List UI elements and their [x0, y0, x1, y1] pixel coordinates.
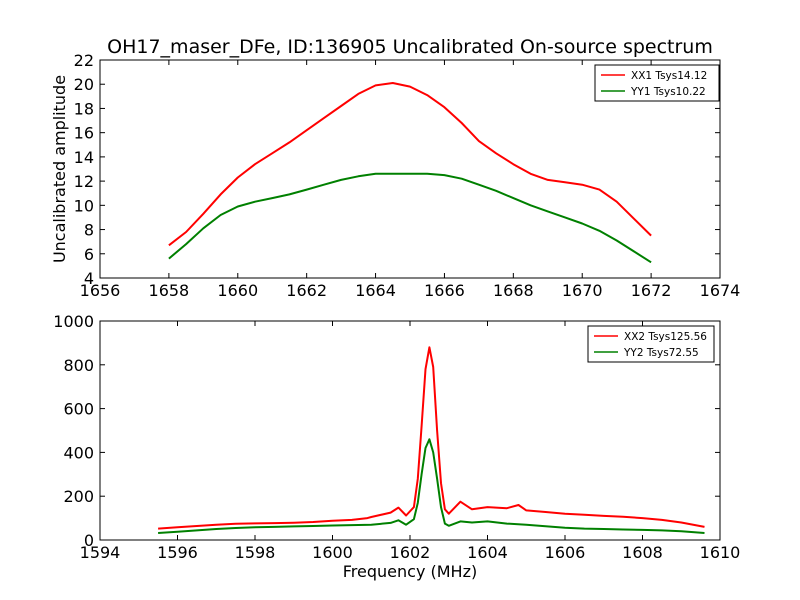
legend: XX1 Tsys14.12 YY1 Tsys10.22 [594, 64, 720, 102]
x-tick-label: 1656 [80, 281, 121, 300]
x-axis-label: Frequency (MHz) [343, 562, 477, 581]
x-tick-label: 1608 [622, 543, 663, 562]
y-tick-label: 1000 [53, 312, 94, 331]
y-tick-label: 20 [74, 75, 94, 94]
series-line-yy2 [158, 438, 705, 534]
plot-frame [99, 59, 721, 279]
y-tick-label: 22 [74, 51, 94, 70]
legend-entry: XX1 Tsys14.12 [631, 70, 707, 82]
y-tick-label: 16 [74, 124, 94, 143]
y-tick-label: 12 [74, 172, 94, 191]
x-tick-label: 1598 [235, 543, 276, 562]
x-tick-label: 1602 [390, 543, 431, 562]
x-tick-label: 1660 [217, 281, 258, 300]
x-tick-label: 1674 [700, 281, 741, 300]
y-tick-label: 200 [63, 487, 94, 506]
y-tick-label: 4 [84, 269, 94, 288]
legend-box [587, 325, 715, 363]
x-tick-label: 1610 [700, 543, 741, 562]
legend-entry: YY2 Tsys72.55 [623, 347, 699, 359]
x-tick-label: 1666 [424, 281, 465, 300]
x-tick-label: 1606 [545, 543, 586, 562]
legend: XX2 Tsys125.56 YY2 Tsys72.55 [587, 325, 715, 363]
x-tick-label: 1594 [80, 543, 121, 562]
y-tick-label: 10 [74, 196, 94, 215]
legend-entry: XX2 Tsys125.56 [624, 331, 707, 343]
x-tick-label: 1662 [286, 281, 327, 300]
y-tick-label: 18 [74, 99, 94, 118]
x-tick-label: 1604 [467, 543, 508, 562]
y-tick-label: 0 [84, 531, 94, 550]
legend-box [594, 64, 720, 102]
y-tick-label: 14 [74, 148, 94, 167]
y-tick-label: 6 [84, 245, 94, 264]
x-tick-label: 1672 [631, 281, 672, 300]
x-tick-label: 1596 [157, 543, 198, 562]
y-tick-label: 600 [63, 400, 94, 419]
series-line-xx2 [158, 346, 705, 530]
series-line-xx1 [168, 82, 652, 247]
y-axis-label: Uncalibrated amplitude [50, 75, 69, 263]
x-tick-label: 1668 [493, 281, 534, 300]
x-tick-label: 1670 [562, 281, 603, 300]
top-panel: 1656 1658 1660 1662 1664 1666 1668 1670 1672 1674… [74, 51, 741, 300]
series-line-yy1 [168, 172, 652, 264]
x-tick-label: 1658 [149, 281, 190, 300]
y-tick-label: 800 [63, 356, 94, 375]
x-tick-label: 1600 [312, 543, 353, 562]
plot-frame [99, 320, 721, 541]
y-tick-label: 400 [63, 443, 94, 462]
y-tick-label: 8 [84, 221, 94, 240]
legend-entry: YY1 Tsys10.22 [630, 86, 706, 98]
bottom-panel: 1594 1596 1598 1600 1602 1604 1606 1608 1610 0 200… [53, 312, 740, 562]
x-tick-label: 1664 [355, 281, 396, 300]
chart-title: OH17_maser_DFe, ID:136905 Uncalibrated O… [107, 36, 713, 58]
